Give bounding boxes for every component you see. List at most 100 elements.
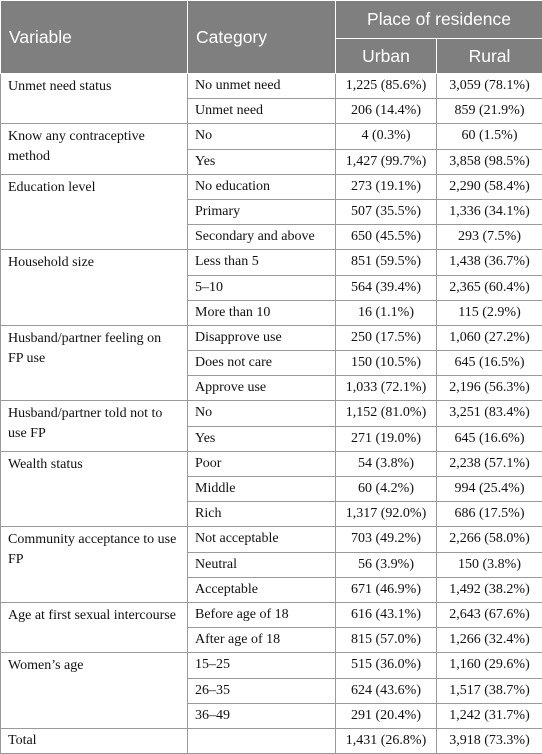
urban-value-cell: 273 (19.1%) bbox=[336, 174, 437, 199]
category-cell: Secondary and above bbox=[188, 225, 336, 250]
rural-value-cell: 1,160 (29.6%) bbox=[437, 653, 542, 678]
rural-value-cell: 859 (21.9%) bbox=[437, 99, 542, 124]
urban-value-cell: 60 (4.2%) bbox=[336, 477, 437, 502]
urban-value-cell: 815 (57.0%) bbox=[336, 628, 437, 653]
total-label-cell: Total bbox=[1, 728, 188, 753]
category-cell: Not acceptable bbox=[188, 527, 336, 552]
rural-value-cell: 3,059 (78.1%) bbox=[437, 74, 542, 99]
rural-value-cell: 645 (16.5%) bbox=[437, 351, 542, 376]
rural-value-cell: 1,517 (38.7%) bbox=[437, 678, 542, 703]
urban-value-cell: 16 (1.1%) bbox=[336, 300, 437, 325]
rural-value-cell: 2,643 (67.6%) bbox=[437, 602, 542, 627]
rural-value-cell: 3,251 (83.4%) bbox=[437, 401, 542, 426]
rural-value-cell: 2,238 (57.1%) bbox=[437, 451, 542, 476]
rural-value-cell: 1,492 (38.2%) bbox=[437, 577, 542, 602]
header-category: Category bbox=[188, 1, 336, 74]
category-cell: No education bbox=[188, 174, 336, 199]
category-cell: No bbox=[188, 124, 336, 149]
category-cell: Does not care bbox=[188, 351, 336, 376]
variable-cell: Husband/partner feeling on FP use bbox=[1, 325, 188, 401]
category-cell: Unmet need bbox=[188, 99, 336, 124]
variable-cell: Know any contraceptive method bbox=[1, 124, 188, 174]
variable-cell: Wealth status bbox=[1, 451, 188, 527]
category-cell: Yes bbox=[188, 149, 336, 174]
category-cell: No unmet need bbox=[188, 74, 336, 99]
rural-value-cell: 1,242 (31.7%) bbox=[437, 703, 542, 728]
urban-value-cell: 1,317 (92.0%) bbox=[336, 502, 437, 527]
urban-value-cell: 616 (43.1%) bbox=[336, 602, 437, 627]
category-cell: 36–49 bbox=[188, 703, 336, 728]
urban-value-cell: 1,033 (72.1%) bbox=[336, 376, 437, 401]
header-variable: Variable bbox=[1, 1, 188, 74]
urban-value-cell: 624 (43.6%) bbox=[336, 678, 437, 703]
header-rural: Rural bbox=[437, 39, 542, 74]
urban-value-cell: 507 (35.5%) bbox=[336, 199, 437, 224]
category-cell: Before age of 18 bbox=[188, 602, 336, 627]
rural-value-cell: 60 (1.5%) bbox=[437, 124, 542, 149]
category-cell: Primary bbox=[188, 199, 336, 224]
category-cell: Disapprove use bbox=[188, 325, 336, 350]
urban-value-cell: 250 (17.5%) bbox=[336, 325, 437, 350]
urban-value-cell: 271 (19.0%) bbox=[336, 426, 437, 451]
rural-value-cell: 2,365 (60.4%) bbox=[437, 275, 542, 300]
urban-value-cell: 1,427 (99.7%) bbox=[336, 149, 437, 174]
variable-cell: Education level bbox=[1, 174, 188, 250]
urban-value-cell: 206 (14.4%) bbox=[336, 99, 437, 124]
rural-value-cell: 3,858 (98.5%) bbox=[437, 149, 542, 174]
rural-value-cell: 645 (16.6%) bbox=[437, 426, 542, 451]
category-cell: Acceptable bbox=[188, 577, 336, 602]
category-cell: Poor bbox=[188, 451, 336, 476]
category-cell: Less than 5 bbox=[188, 250, 336, 275]
total-urban-cell: 1,431 (26.8%) bbox=[336, 728, 437, 753]
category-cell: 26–35 bbox=[188, 678, 336, 703]
table-header: Variable Category Place of residence Urb… bbox=[1, 1, 542, 74]
category-cell: 5–10 bbox=[188, 275, 336, 300]
rural-value-cell: 994 (25.4%) bbox=[437, 477, 542, 502]
category-cell: Approve use bbox=[188, 376, 336, 401]
variable-cell: Household size bbox=[1, 250, 188, 326]
urban-value-cell: 515 (36.0%) bbox=[336, 653, 437, 678]
urban-value-cell: 671 (46.9%) bbox=[336, 577, 437, 602]
urban-value-cell: 564 (39.4%) bbox=[336, 275, 437, 300]
variable-cell: Age at first sexual intercourse bbox=[1, 602, 188, 652]
category-cell: More than 10 bbox=[188, 300, 336, 325]
total-rural-cell: 3,918 (73.3%) bbox=[437, 728, 542, 753]
rural-value-cell: 1,438 (36.7%) bbox=[437, 250, 542, 275]
urban-value-cell: 1,152 (81.0%) bbox=[336, 401, 437, 426]
urban-value-cell: 150 (10.5%) bbox=[336, 351, 437, 376]
rural-value-cell: 115 (2.9%) bbox=[437, 300, 542, 325]
urban-value-cell: 703 (49.2%) bbox=[336, 527, 437, 552]
urban-value-cell: 851 (59.5%) bbox=[336, 250, 437, 275]
variable-cell: Unmet need status bbox=[1, 74, 188, 124]
header-urban: Urban bbox=[336, 39, 437, 74]
category-cell: Middle bbox=[188, 477, 336, 502]
urban-value-cell: 56 (3.9%) bbox=[336, 552, 437, 577]
header-place-of-residence: Place of residence bbox=[336, 1, 542, 39]
rural-value-cell: 293 (7.5%) bbox=[437, 225, 542, 250]
category-cell: 15–25 bbox=[188, 653, 336, 678]
rural-value-cell: 686 (17.5%) bbox=[437, 502, 542, 527]
category-cell: No bbox=[188, 401, 336, 426]
category-cell: Neutral bbox=[188, 552, 336, 577]
urban-value-cell: 291 (20.4%) bbox=[336, 703, 437, 728]
category-cell: After age of 18 bbox=[188, 628, 336, 653]
variable-cell: Husband/partner told not to use FP bbox=[1, 401, 188, 451]
urban-value-cell: 650 (45.5%) bbox=[336, 225, 437, 250]
rural-value-cell: 1,060 (27.2%) bbox=[437, 325, 542, 350]
urban-value-cell: 54 (3.8%) bbox=[336, 451, 437, 476]
urban-value-cell: 4 (0.3%) bbox=[336, 124, 437, 149]
rural-value-cell: 1,266 (32.4%) bbox=[437, 628, 542, 653]
total-row: Total 1,431 (26.8%)3,918 (73.3%) bbox=[1, 728, 542, 753]
category-cell: Yes bbox=[188, 426, 336, 451]
